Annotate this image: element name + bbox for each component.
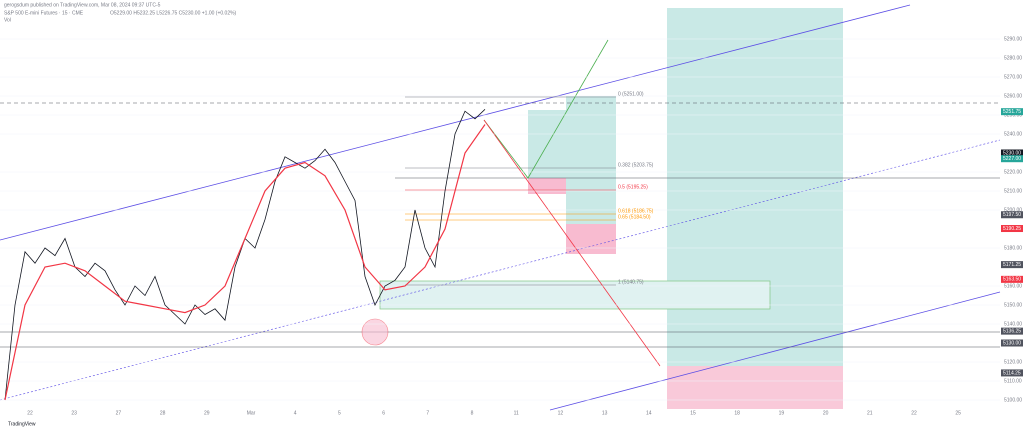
x-tick-label: 20: [823, 410, 829, 416]
y-tick-label: 5210.00: [1004, 188, 1022, 194]
price-marker: [1001, 225, 1023, 233]
y-tick-label: 5120.00: [1004, 359, 1022, 365]
price-marker: [1001, 339, 1023, 347]
y-tick-label: 5280.00: [1004, 55, 1022, 61]
x-tick-label: 8: [471, 410, 474, 416]
y-tick-label: 5150.00: [1004, 302, 1022, 308]
price-marker: [1001, 327, 1023, 335]
zone: [379, 280, 771, 310]
x-tick-label: 13: [602, 410, 608, 416]
price-marker: [1001, 108, 1023, 116]
target-zone: [566, 96, 616, 224]
drawings: [0, 4, 1001, 411]
fib-label: 0.65 (5184.50): [618, 214, 651, 220]
header-title: gerogsdum published on TradingView.com, …: [4, 2, 161, 8]
target-zone: [667, 8, 843, 366]
price-marker-label: 5190.25: [1003, 226, 1021, 232]
price-marker: [1001, 155, 1023, 163]
price-marker: [1001, 275, 1023, 283]
x-tick-label: 18: [734, 410, 740, 416]
channel-line: [0, 139, 1001, 401]
y-tick-label: 5200.00: [1004, 207, 1022, 213]
fib-label: 0.618 (5186.75): [618, 208, 654, 214]
y-tick-label: 5240.00: [1004, 131, 1022, 137]
stop-zone: [667, 366, 843, 409]
price-marker-label: 5197.50: [1003, 212, 1021, 218]
path-arrow: [483, 119, 661, 367]
y-tick-label: 5270.00: [1004, 74, 1022, 80]
fib-label: 0 (5251.00): [618, 91, 644, 97]
x-tick-label: 12: [558, 410, 564, 416]
x-tick-label: 15: [690, 410, 696, 416]
y-tick-label: 5110.00: [1004, 378, 1022, 384]
price-marker-label: 5163.50: [1003, 277, 1021, 283]
channel-line: [549, 291, 1001, 411]
y-tick-label: 5160.00: [1004, 283, 1022, 289]
price-marker: [1001, 369, 1023, 377]
y-tick-label: 5260.00: [1004, 93, 1022, 99]
footer-logo: TradingView: [8, 421, 36, 427]
y-tick-label: 5100.00: [1004, 397, 1022, 403]
y-tick-label: 5290.00: [1004, 36, 1022, 42]
y-tick-label: 5180.00: [1004, 245, 1022, 251]
fib-label: 1 (5140.75): [618, 279, 644, 285]
x-tick-label: 22: [27, 410, 33, 416]
price-marker: [1001, 211, 1023, 219]
price-marker-label: 5136.25: [1003, 328, 1021, 334]
x-tick-label: 28: [160, 410, 166, 416]
x-tick-label: 23: [71, 410, 77, 416]
x-tick-label: 4: [294, 410, 297, 416]
symbol: S&P 500 E-mini Futures · 15 · CME: [4, 10, 84, 16]
price-marker-label: 5230.00: [1003, 150, 1021, 156]
y-tick-label: 5140.00: [1004, 321, 1022, 327]
x-tick-label: 25: [955, 410, 961, 416]
fib-label: 0.5 (5195.25): [618, 184, 648, 190]
x-tick-label: 14: [646, 410, 652, 416]
price-marker: [1001, 149, 1023, 157]
x-tick-label: 22: [911, 410, 917, 416]
fib-label: 0.382 (5203.75): [618, 162, 654, 168]
x-tick-label: 7: [426, 410, 429, 416]
stop-zone: [566, 224, 616, 254]
x-tick-label: 11: [514, 410, 519, 416]
price-marker-label: 5171.25: [1003, 262, 1021, 268]
x-tick-label: 21: [867, 410, 873, 416]
path-arrow: [483, 39, 609, 179]
ohlc: O5229.00 H5232.25 L5226.75 C5230.00 +1.0…: [110, 10, 237, 16]
channel-line: [0, 4, 911, 241]
price-marker-label: 5114.25: [1003, 370, 1021, 376]
stop-zone: [528, 178, 566, 194]
x-tick-label: Mar: [247, 410, 256, 416]
price-marker-label: 5227.00: [1003, 156, 1021, 162]
price-marker: [1001, 261, 1023, 269]
price-marker-label: 5251.75: [1003, 109, 1021, 115]
y-tick-label: 5250.00: [1004, 112, 1022, 118]
price-marker-label: 5130.00: [1003, 340, 1021, 346]
ma-line: [4, 124, 486, 401]
highlight-circle: [361, 318, 389, 346]
x-tick-label: 27: [116, 410, 122, 416]
x-tick-label: 6: [382, 410, 385, 416]
y-tick-label: 5220.00: [1004, 169, 1022, 175]
volume-label: Vol: [4, 17, 11, 23]
x-tick-label: 29: [204, 410, 210, 416]
x-tick-label: 5: [338, 410, 341, 416]
x-tick-label: 19: [779, 410, 785, 416]
